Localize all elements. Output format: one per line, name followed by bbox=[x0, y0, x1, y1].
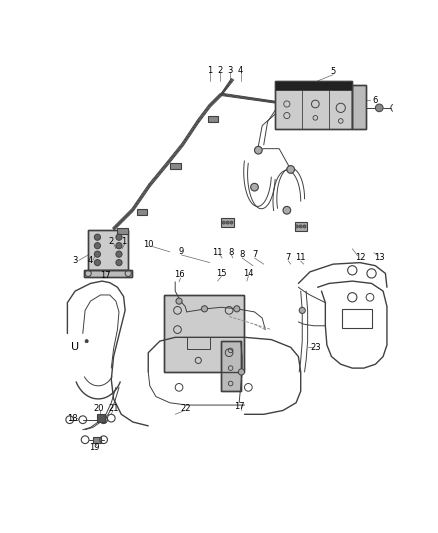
Circle shape bbox=[226, 221, 229, 224]
Bar bbox=[88, 230, 128, 270]
Bar bbox=[276, 81, 352, 128]
Text: 8: 8 bbox=[240, 251, 245, 260]
Circle shape bbox=[176, 298, 182, 304]
Text: 4: 4 bbox=[238, 66, 243, 75]
Circle shape bbox=[295, 225, 298, 228]
Text: 10: 10 bbox=[143, 240, 153, 248]
Text: 18: 18 bbox=[67, 414, 78, 423]
Circle shape bbox=[116, 251, 122, 257]
Bar bbox=[352, 85, 366, 128]
Bar bbox=[221, 341, 240, 391]
Text: 17: 17 bbox=[234, 402, 244, 411]
Bar bbox=[97, 414, 105, 422]
Circle shape bbox=[375, 104, 383, 112]
Circle shape bbox=[299, 225, 302, 228]
Bar bbox=[85, 270, 132, 277]
Circle shape bbox=[85, 340, 88, 343]
Text: 22: 22 bbox=[180, 405, 191, 414]
Circle shape bbox=[116, 243, 122, 249]
Circle shape bbox=[287, 166, 294, 173]
Circle shape bbox=[303, 225, 306, 228]
Text: 7: 7 bbox=[286, 254, 291, 262]
Circle shape bbox=[94, 243, 100, 249]
Text: 1: 1 bbox=[121, 237, 126, 246]
Circle shape bbox=[116, 260, 122, 265]
Bar bbox=[276, 81, 352, 128]
Circle shape bbox=[94, 234, 100, 240]
Bar bbox=[93, 438, 100, 443]
Bar bbox=[117, 228, 128, 234]
Text: 2: 2 bbox=[217, 66, 223, 75]
Circle shape bbox=[251, 183, 258, 191]
Bar bbox=[88, 230, 128, 270]
Circle shape bbox=[283, 206, 291, 214]
Circle shape bbox=[94, 251, 100, 257]
Bar bbox=[187, 337, 210, 349]
Text: U: U bbox=[71, 342, 79, 352]
Circle shape bbox=[254, 147, 262, 154]
Circle shape bbox=[116, 234, 122, 240]
Circle shape bbox=[100, 416, 107, 424]
Text: 23: 23 bbox=[311, 343, 321, 352]
Bar bbox=[221, 341, 240, 391]
Text: 13: 13 bbox=[374, 254, 385, 262]
Circle shape bbox=[230, 221, 233, 224]
Bar bbox=[352, 85, 366, 128]
Text: 14: 14 bbox=[243, 269, 254, 278]
Bar bbox=[137, 209, 148, 215]
Bar bbox=[164, 295, 244, 372]
Text: 1: 1 bbox=[207, 66, 212, 75]
Circle shape bbox=[299, 308, 305, 313]
Bar bbox=[221, 218, 234, 227]
Text: 6: 6 bbox=[373, 95, 378, 104]
Text: 19: 19 bbox=[89, 443, 99, 452]
Circle shape bbox=[238, 369, 244, 375]
Text: 20: 20 bbox=[94, 403, 104, 413]
Bar bbox=[85, 270, 132, 277]
Text: 15: 15 bbox=[216, 269, 226, 278]
Text: 21: 21 bbox=[108, 403, 119, 413]
Text: 2: 2 bbox=[109, 237, 114, 246]
Text: 3: 3 bbox=[72, 256, 78, 265]
Text: 7: 7 bbox=[252, 251, 257, 260]
Bar bbox=[170, 163, 180, 168]
Circle shape bbox=[201, 306, 208, 312]
Bar bbox=[208, 116, 218, 123]
Circle shape bbox=[222, 221, 225, 224]
Bar bbox=[342, 309, 371, 328]
Text: 9: 9 bbox=[179, 247, 184, 256]
Text: 11: 11 bbox=[212, 248, 223, 257]
Bar bbox=[294, 222, 307, 231]
Bar bbox=[276, 81, 352, 90]
Text: 17: 17 bbox=[101, 271, 111, 280]
Text: 5: 5 bbox=[330, 67, 336, 76]
Circle shape bbox=[94, 260, 100, 265]
Bar bbox=[164, 295, 244, 372]
Text: 16: 16 bbox=[174, 270, 184, 279]
Circle shape bbox=[234, 306, 240, 312]
Text: 8: 8 bbox=[229, 248, 234, 257]
Text: 4: 4 bbox=[88, 256, 93, 265]
Text: 12: 12 bbox=[355, 254, 365, 262]
Text: 3: 3 bbox=[227, 66, 233, 75]
Text: 11: 11 bbox=[296, 254, 306, 262]
